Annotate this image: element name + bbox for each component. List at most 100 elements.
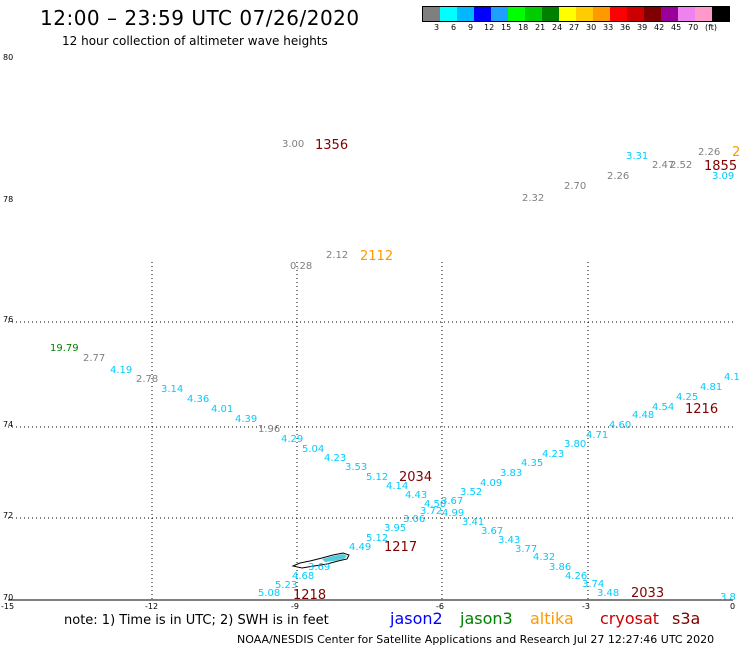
pass-time-label: 1356 — [315, 138, 349, 153]
swh-value: 4.48 — [632, 410, 655, 421]
colorbar-swatch — [627, 7, 644, 21]
swh-value: 4.71 — [586, 430, 609, 441]
swh-value: 4.81 — [700, 382, 723, 393]
colorbar-label: 24 — [552, 23, 563, 32]
lon-label-minus-9: -9 — [291, 602, 299, 611]
swh-value: 4.49 — [349, 542, 372, 553]
colorbar-swatch — [440, 7, 457, 21]
swh-value: 3.67 — [481, 526, 504, 537]
swh-value: 2.77 — [83, 353, 106, 364]
swh-value: 4.09 — [480, 478, 503, 489]
swh-value: 3.31 — [626, 151, 649, 162]
colorbar-swatch — [542, 7, 559, 21]
colorbar-label: 3 — [434, 23, 440, 32]
colorbar-label: 70 — [688, 23, 699, 32]
swh-value: 4.23 — [542, 449, 565, 460]
swh-value: 3.67 — [441, 496, 464, 507]
swh-value: 4.68 — [292, 571, 315, 582]
colorbar-swatch — [712, 7, 729, 21]
swh-value: 3.8 — [720, 592, 736, 603]
lon-label-minus-12: -12 — [145, 602, 159, 611]
swh-value: 4.25 — [676, 392, 699, 403]
swh-value: 2.70 — [564, 181, 587, 192]
note-text: note: 1) Time is in UTC; 2) SWH is in fe… — [64, 613, 329, 628]
swh-value: 5.12 — [366, 533, 389, 544]
colorbar-label: 12 — [484, 23, 495, 32]
swh-value: 4.26 — [565, 571, 588, 582]
colorbar-label: 39 — [637, 23, 648, 32]
swh-value: 4.39 — [235, 414, 258, 425]
swh-value: 3.95 — [384, 523, 407, 534]
swh-value: 4.50 — [424, 499, 447, 510]
colorbar-label: 9 — [468, 23, 474, 32]
swh-value: 4.60 — [609, 420, 632, 431]
satellite-jason3: jason3 — [460, 609, 513, 628]
colorbar-swatch — [423, 7, 440, 21]
satellite-s3a: s3a — [672, 609, 701, 628]
swh-value: 3.43 — [498, 535, 521, 546]
swh-value: 4.32 — [533, 552, 556, 563]
pass-time-label: 1216 — [685, 402, 719, 417]
colorbar-label: 18 — [518, 23, 529, 32]
pass-time-label: 2033 — [631, 586, 665, 601]
pass-time-label: 1855 — [704, 159, 738, 174]
footer-credit: NOAA/NESDIS Center for Satellite Applica… — [237, 633, 715, 646]
swh-value: 4.29 — [281, 434, 304, 445]
colorbar-swatch — [644, 7, 661, 21]
swh-value: 2.26 — [698, 147, 721, 158]
colorbar-unit: (ft) — [705, 23, 718, 32]
pass-time-label: 1217 — [384, 540, 418, 555]
swh-value: 3.77 — [515, 544, 538, 555]
swh-value: 3.83 — [500, 468, 523, 479]
swh-value: 3.72 — [420, 506, 443, 517]
colorbar-label: 30 — [586, 23, 597, 32]
lat-label-72: 72 — [3, 511, 14, 520]
swh-value: 3.06 — [403, 514, 426, 525]
colorbar-label: 45 — [671, 23, 682, 32]
colorbar-swatch — [457, 7, 474, 21]
jan-mayen-fill — [322, 554, 347, 562]
swh-value: 2.32 — [522, 193, 545, 204]
colorbar-label: 36 — [620, 23, 631, 32]
colorbar-swatch — [695, 7, 712, 21]
swh-value: 3.41 — [462, 517, 485, 528]
lat-label-80: 80 — [3, 53, 14, 62]
colorbar-swatch — [610, 7, 627, 21]
swh-value: 4.23 — [324, 453, 347, 464]
swh-value: 3.09 — [712, 171, 735, 182]
lon-label-minus-6: -6 — [436, 602, 444, 611]
swh-value: 4.54 — [652, 402, 675, 413]
lat-label-74: 74 — [3, 420, 14, 429]
swh-value: 3.69 — [308, 562, 331, 573]
swh-value: 5.23 — [275, 580, 298, 591]
colorbar-label: 27 — [569, 23, 580, 32]
swh-value: 19.79 — [50, 343, 79, 354]
lon-label-0: 0 — [730, 602, 736, 611]
swh-value: 3.48 — [597, 588, 620, 599]
colorbar-swatch — [508, 7, 525, 21]
page-subtitle: 12 hour collection of altimeter wave hei… — [62, 34, 328, 48]
wave-height-colorbar — [422, 6, 730, 22]
swh-value: 4.1 — [724, 372, 740, 383]
swh-value: 3.14 — [161, 384, 184, 395]
swh-value: 3.80 — [564, 439, 587, 450]
colorbar-swatch — [576, 7, 593, 21]
page-title: 12:00 – 23:59 UTC 07/26/2020 — [40, 6, 360, 30]
swh-value: 3.86 — [549, 562, 572, 573]
swh-value: 3.52 — [460, 487, 483, 498]
colorbar-swatch — [661, 7, 678, 21]
swh-value: 3.00 — [282, 139, 305, 150]
pass-time-label: 2034 — [399, 470, 433, 485]
colorbar-label: 21 — [535, 23, 546, 32]
swh-value: 2.47 — [652, 160, 675, 171]
swh-value: 4.43 — [405, 490, 428, 501]
swh-value: 4.14 — [386, 481, 409, 492]
pass-time-label: 1218 — [293, 588, 327, 603]
colorbar-swatch — [474, 7, 491, 21]
pass-time-label: 2112 — [360, 249, 394, 264]
swh-value: 1.96 — [258, 424, 281, 435]
colorbar-swatch — [559, 7, 576, 21]
swh-value: 3.74 — [582, 579, 605, 590]
swh-value: 4.99 — [442, 508, 465, 519]
swh-value: 2.52 — [670, 160, 693, 171]
